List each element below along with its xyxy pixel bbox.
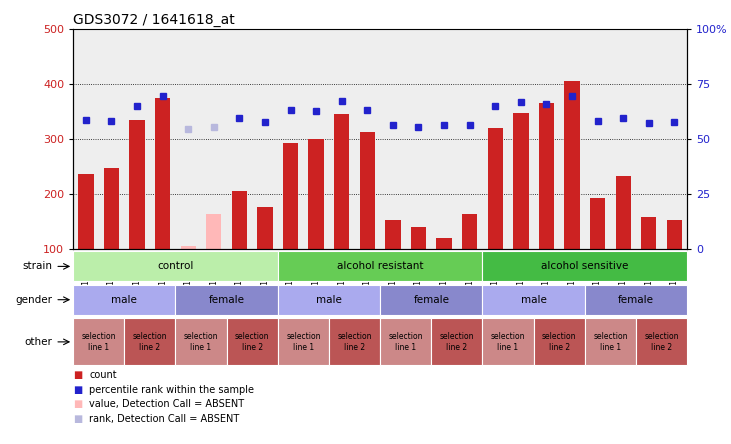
Text: control: control	[157, 262, 194, 271]
Bar	[534, 318, 585, 365]
Text: male: male	[316, 295, 342, 305]
Bar	[206, 214, 221, 249]
Bar	[513, 113, 529, 249]
Bar	[380, 318, 431, 365]
Bar	[482, 285, 585, 315]
Text: other: other	[25, 337, 53, 347]
Bar	[411, 227, 426, 249]
Text: male: male	[520, 295, 547, 305]
Text: alcohol sensitive: alcohol sensitive	[541, 262, 629, 271]
Bar	[590, 198, 605, 249]
Bar	[129, 119, 145, 249]
Bar	[616, 176, 631, 249]
Text: selection
line 2: selection line 2	[644, 332, 679, 352]
Text: selection
line 1: selection line 1	[491, 332, 526, 352]
Bar	[278, 318, 329, 365]
Text: alcohol resistant: alcohol resistant	[337, 262, 423, 271]
Bar	[155, 98, 170, 249]
Bar	[334, 114, 349, 249]
Bar	[78, 174, 94, 249]
Bar	[73, 285, 175, 315]
Bar	[73, 251, 278, 281]
Text: ■: ■	[73, 370, 83, 380]
Bar	[585, 285, 687, 315]
Text: selection
line 2: selection line 2	[132, 332, 167, 352]
Bar	[667, 219, 682, 249]
Text: gender: gender	[15, 295, 53, 305]
Text: ■: ■	[73, 400, 83, 409]
Bar	[175, 318, 227, 365]
Bar	[329, 318, 380, 365]
Bar	[175, 285, 278, 315]
Text: ■: ■	[73, 385, 83, 395]
Bar	[585, 318, 636, 365]
Bar	[227, 318, 278, 365]
Text: selection
line 1: selection line 1	[388, 332, 423, 352]
Text: selection
line 2: selection line 2	[235, 332, 270, 352]
Text: female: female	[618, 295, 654, 305]
Bar	[257, 207, 273, 249]
Bar	[380, 285, 482, 315]
Bar	[539, 103, 554, 249]
Bar	[278, 285, 380, 315]
Bar	[385, 219, 401, 249]
Bar	[283, 143, 298, 249]
Bar	[124, 318, 175, 365]
Text: selection
line 1: selection line 1	[81, 332, 116, 352]
Bar	[431, 318, 482, 365]
Text: female: female	[208, 295, 245, 305]
Bar	[360, 131, 375, 249]
Bar	[181, 246, 196, 249]
Text: selection
line 2: selection line 2	[439, 332, 474, 352]
Text: male: male	[111, 295, 137, 305]
Text: count: count	[89, 370, 117, 380]
Bar	[636, 318, 687, 365]
Bar	[436, 238, 452, 249]
Text: strain: strain	[23, 262, 53, 271]
Text: rank, Detection Call = ABSENT: rank, Detection Call = ABSENT	[89, 414, 240, 424]
Text: selection
line 2: selection line 2	[337, 332, 372, 352]
Text: value, Detection Call = ABSENT: value, Detection Call = ABSENT	[89, 400, 244, 409]
Bar	[482, 251, 687, 281]
Bar	[232, 191, 247, 249]
Bar	[278, 251, 482, 281]
Bar	[482, 318, 534, 365]
Bar	[564, 81, 580, 249]
Text: female: female	[413, 295, 450, 305]
Text: ■: ■	[73, 414, 83, 424]
Bar	[462, 214, 477, 249]
Bar	[73, 318, 124, 365]
Bar	[488, 128, 503, 249]
Text: selection
line 1: selection line 1	[183, 332, 219, 352]
Bar	[641, 217, 656, 249]
Bar	[308, 139, 324, 249]
Text: selection
line 1: selection line 1	[286, 332, 321, 352]
Bar	[104, 168, 119, 249]
Text: selection
line 2: selection line 2	[542, 332, 577, 352]
Text: percentile rank within the sample: percentile rank within the sample	[89, 385, 254, 395]
Text: GDS3072 / 1641618_at: GDS3072 / 1641618_at	[73, 13, 235, 28]
Text: selection
line 1: selection line 1	[593, 332, 628, 352]
